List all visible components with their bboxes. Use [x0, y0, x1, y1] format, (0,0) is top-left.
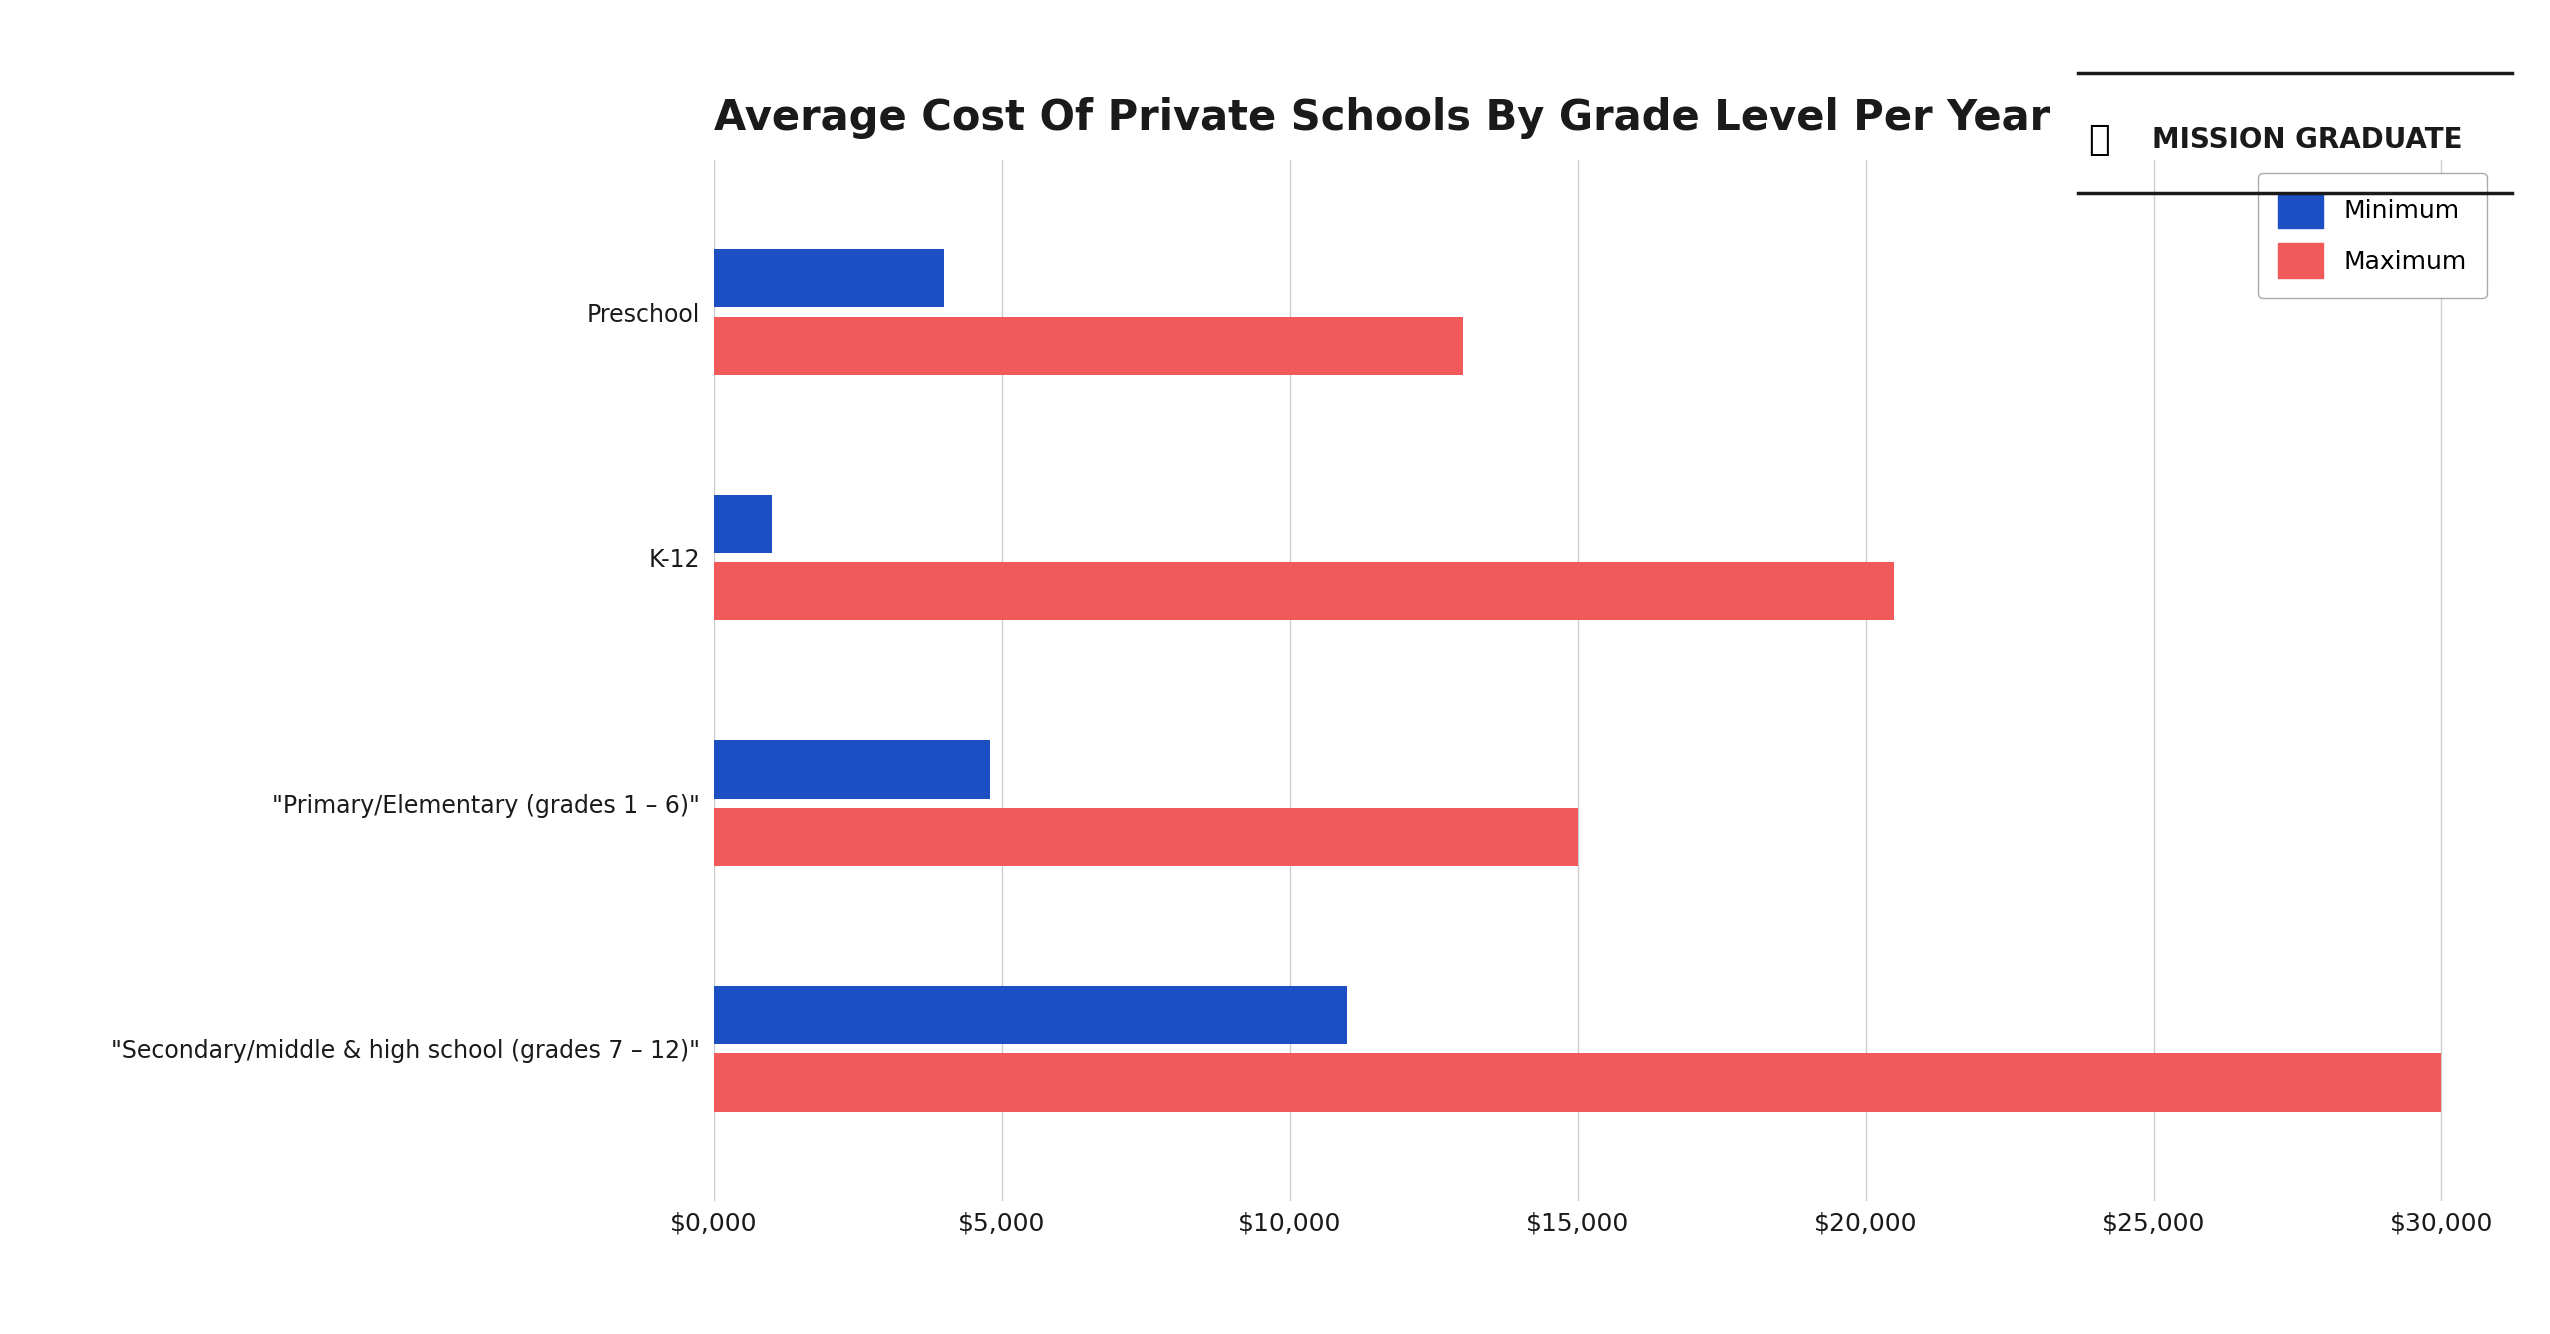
Text: 🎓: 🎓 [2088, 123, 2109, 157]
Bar [714, 495, 773, 554]
Bar [714, 316, 1464, 375]
Text: MISSION GRADUATE: MISSION GRADUATE [2152, 127, 2463, 153]
Bar [714, 807, 1578, 866]
Bar [714, 740, 989, 799]
Text: Average Cost Of Private Schools By Grade Level Per Year: Average Cost Of Private Schools By Grade… [714, 96, 2050, 139]
Bar [714, 986, 1346, 1045]
Bar [714, 562, 1895, 620]
Bar [714, 1054, 2440, 1111]
Legend: Minimum, Maximum: Minimum, Maximum [2259, 172, 2486, 299]
Bar [714, 249, 944, 307]
